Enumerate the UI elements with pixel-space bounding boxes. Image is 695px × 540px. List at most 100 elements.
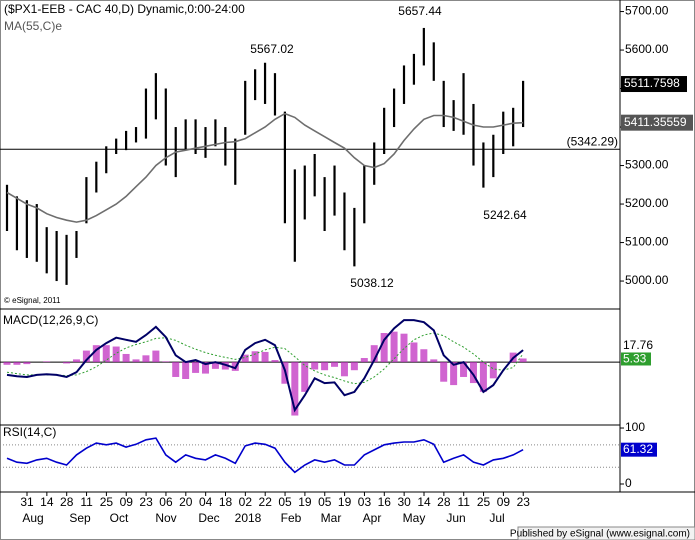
moving-average xyxy=(6,112,524,223)
histogram-bar xyxy=(23,362,31,365)
histogram-bar xyxy=(251,351,259,363)
histogram-bar xyxy=(122,353,130,363)
month-label: Oct xyxy=(110,511,129,525)
rsi-label: RSI(14,C) xyxy=(3,425,56,439)
histogram-bar xyxy=(479,362,487,392)
histogram-bar xyxy=(3,362,11,365)
x-tick-label: 05 xyxy=(278,495,292,509)
histogram-bar xyxy=(321,362,329,371)
x-tick-label: 22 xyxy=(259,495,273,509)
month-label: May xyxy=(403,511,426,525)
histogram-bar xyxy=(112,346,120,363)
month-label: Sep xyxy=(69,511,91,525)
month-label: Dec xyxy=(198,511,219,525)
macd-line xyxy=(6,319,524,413)
x-tick-label: 20 xyxy=(179,495,193,509)
histogram-bar xyxy=(72,359,80,363)
signal-line xyxy=(6,332,524,385)
histogram-bar xyxy=(390,331,398,363)
y-tick-label: 0 xyxy=(625,476,632,490)
histogram-bar xyxy=(340,362,348,377)
ma-value-label: 5411.35559 xyxy=(624,115,687,129)
last-price-box xyxy=(621,76,687,93)
rsi-line xyxy=(6,437,524,474)
x-tick-label: 09 xyxy=(120,495,134,509)
histogram-bar xyxy=(63,362,71,364)
histogram-bar xyxy=(13,362,21,365)
histogram-bar xyxy=(271,360,279,363)
histogram-bar xyxy=(410,342,418,363)
histogram-bar xyxy=(519,358,527,363)
histogram-bar xyxy=(311,362,319,370)
histogram-bar xyxy=(420,349,428,363)
x-tick-label: 23 xyxy=(139,495,153,509)
histogram-bar xyxy=(152,350,160,363)
x-tick-label: 25 xyxy=(477,495,491,509)
x-tick-label: 16 xyxy=(378,495,392,509)
month-label: Jun xyxy=(446,511,465,525)
last-price-label: 5511.7598 xyxy=(624,76,680,90)
x-tick-label: 05 xyxy=(318,495,332,509)
copyright: © eSignal, 2011 xyxy=(4,296,61,305)
y-tick-label: 5300.00 xyxy=(625,158,669,172)
histogram-bar xyxy=(360,358,368,363)
histogram-bar xyxy=(142,355,150,363)
annotation: 5567.02 xyxy=(250,42,294,56)
histogram-bar xyxy=(450,362,458,386)
chart-title: ($PX1-EEB - CAC 40,D) Dynamic,0:00-24:00 xyxy=(4,2,245,16)
month-label: Nov xyxy=(155,511,176,525)
x-tick-label: 04 xyxy=(199,495,213,509)
histogram-bar xyxy=(192,362,200,373)
x-tick-label: 28 xyxy=(60,495,74,509)
y-tick-label: 5600.00 xyxy=(625,42,669,56)
x-tick-label: 18 xyxy=(219,495,233,509)
footer: Published by eSignal (www.esignal.com) xyxy=(510,529,690,540)
histogram-bar xyxy=(350,362,358,371)
y-tick-label: 5200.00 xyxy=(625,196,669,210)
month-label: Apr xyxy=(363,511,382,525)
histogram-bar xyxy=(430,359,438,363)
x-tick-label: 14 xyxy=(417,495,431,509)
x-tick-label: 11 xyxy=(80,495,93,509)
histogram-bar xyxy=(211,362,219,369)
histogram-bar xyxy=(380,333,388,363)
footer-box xyxy=(517,526,695,540)
ma-value-box xyxy=(621,114,693,131)
hist-value-label: 5.33 xyxy=(623,352,647,366)
histogram-bar xyxy=(331,362,339,367)
y-tick-label: 5700.00 xyxy=(625,4,669,18)
x-tick-label: 11 xyxy=(457,495,470,509)
x-tick-label: 23 xyxy=(517,495,531,509)
y-tick-label: 5000.00 xyxy=(625,273,669,287)
y-tick-label: 100 xyxy=(625,420,645,434)
reference-label: (5342.29) xyxy=(567,134,618,148)
annotation: 5038.12 xyxy=(350,276,394,290)
histogram-bar xyxy=(469,362,477,384)
x-tick-label: 30 xyxy=(397,495,411,509)
x-tick-label: 14 xyxy=(40,495,54,509)
histogram-bar xyxy=(182,362,190,379)
histogram-bar xyxy=(301,362,309,392)
x-tick-label: 02 xyxy=(239,495,253,509)
x-tick-label: 19 xyxy=(298,495,312,509)
histogram-bar xyxy=(82,350,90,363)
x-tick-label: 28 xyxy=(437,495,451,509)
y-tick-label: 5100.00 xyxy=(625,235,669,249)
macd-value-label: 17.76 xyxy=(623,338,653,352)
histogram-bar xyxy=(162,361,170,363)
x-tick-label: 19 xyxy=(338,495,352,509)
x-tick-label: 31 xyxy=(20,495,34,509)
histogram-bar xyxy=(241,354,249,363)
histogram-bar xyxy=(172,362,180,377)
histogram-bar xyxy=(400,333,408,363)
histogram-bar xyxy=(460,362,468,377)
month-label: Aug xyxy=(22,511,43,525)
histogram-bar xyxy=(261,351,269,363)
annotation: 5657.44 xyxy=(398,4,442,18)
histogram-bar xyxy=(132,359,140,363)
x-tick-label: 25 xyxy=(100,495,114,509)
histogram-bar xyxy=(440,362,448,382)
histogram-bar xyxy=(370,345,378,363)
